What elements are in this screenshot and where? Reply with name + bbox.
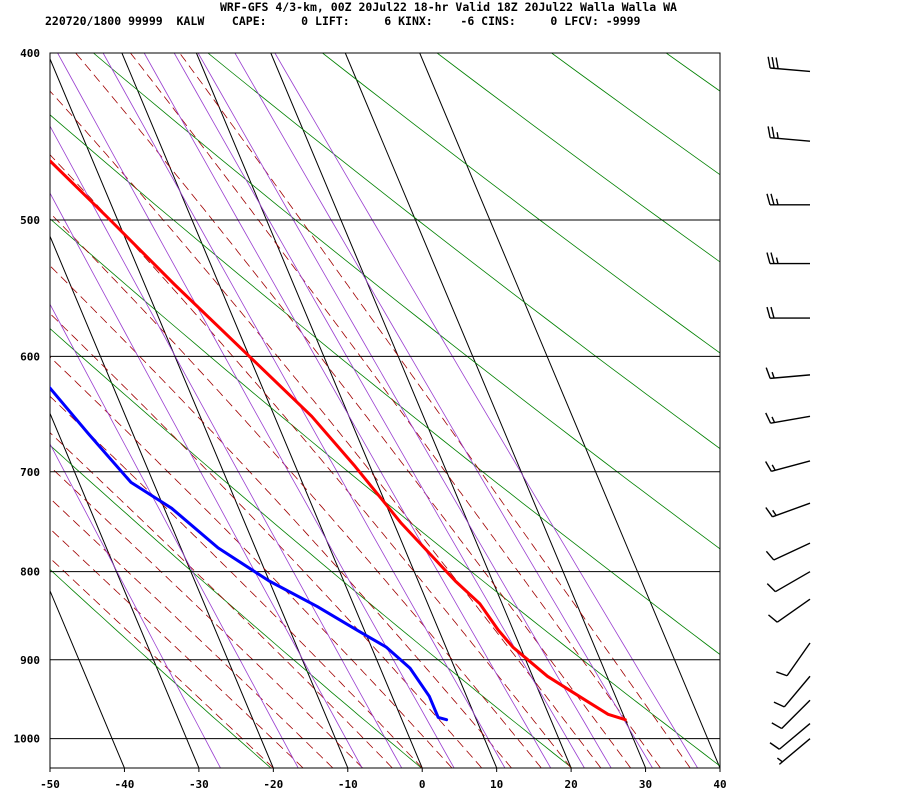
mixing-ratio-line	[50, 192, 363, 768]
x-tick-label: -10	[338, 778, 358, 791]
dry-adiabat-line	[50, 568, 272, 768]
moist-adiabat-line	[50, 90, 602, 768]
temperature-profile	[50, 158, 627, 722]
isotherm-line	[50, 235, 274, 768]
moist-adiabat-line	[50, 265, 512, 768]
wind-barb	[765, 502, 811, 518]
wind-barb	[766, 571, 811, 593]
moist-adiabat-line	[50, 528, 304, 768]
x-tick-label: -30	[189, 778, 209, 791]
isotherm-line	[50, 589, 125, 768]
wind-barbs	[765, 56, 811, 765]
moist-adiabat-line	[50, 432, 393, 768]
dry-adiabat-line	[551, 53, 720, 176]
y-tick-label: 800	[20, 566, 40, 579]
wind-barb	[769, 722, 811, 750]
moist-adiabat-line	[50, 395, 423, 768]
moist-adiabat-line	[179, 53, 691, 768]
mixing-ratio-line	[57, 53, 455, 768]
x-tick-label: 40	[713, 778, 726, 791]
plot-frame	[49, 52, 721, 769]
mixing-ratio-line	[50, 303, 299, 768]
wind-barb	[767, 56, 811, 73]
wind-barb	[765, 367, 811, 380]
moist-adiabat-line	[50, 557, 274, 768]
x-tick-label: 10	[490, 778, 503, 791]
moist-adiabat-line	[50, 356, 453, 768]
mixing-ratio-line	[234, 53, 653, 768]
wind-barb	[766, 306, 810, 319]
isotherm-line	[270, 53, 572, 768]
wind-barb	[765, 542, 811, 561]
dry-adiabat-line	[50, 218, 720, 767]
x-axis-ticks: -50 -40 -30 -20 -10 0 10 20 30 40	[40, 768, 727, 791]
dry-adiabat-line	[436, 53, 720, 263]
mixing-ratio-line	[197, 53, 612, 768]
y-tick-label: 400	[20, 47, 40, 60]
x-tick-label: -20	[263, 778, 283, 791]
moist-adiabat-line	[50, 154, 572, 768]
x-tick-label: -40	[115, 778, 135, 791]
x-tick-label: 20	[564, 778, 577, 791]
wind-barb	[776, 642, 811, 677]
isotherm-line	[50, 57, 349, 768]
x-tick-label: -50	[40, 778, 60, 791]
isotherm-line	[121, 53, 423, 768]
wind-barb	[773, 675, 811, 708]
dewpoint-profile	[50, 385, 449, 722]
mixing-ratio-line	[143, 53, 552, 768]
dry-adiabat-line	[322, 53, 720, 354]
wind-barb	[765, 460, 811, 473]
chart-title: WRF-GFS 4/3-km, 00Z 20Jul22 18-hr Valid …	[220, 0, 677, 14]
chart-background-lines	[50, 53, 720, 768]
wind-barb	[766, 252, 810, 265]
mixing-ratio-line	[274, 53, 698, 768]
isotherm-line	[344, 53, 647, 768]
wind-barb	[771, 699, 811, 730]
moist-adiabat-line	[50, 212, 542, 768]
dry-adiabat-line	[50, 444, 422, 768]
wind-barb	[776, 738, 811, 765]
x-tick-label: 0	[419, 778, 426, 791]
y-tick-label: 500	[20, 214, 40, 227]
dry-adiabat-line	[93, 53, 720, 550]
isotherm-line	[419, 53, 720, 768]
y-tick-label: 900	[20, 654, 40, 667]
mixing-ratio-line	[173, 53, 585, 768]
moist-adiabat-line	[50, 465, 363, 768]
isotherm-line	[195, 53, 498, 768]
mixing-ratio-line	[102, 53, 506, 768]
dry-adiabat-line	[207, 53, 720, 450]
moist-adiabat-line	[50, 497, 334, 768]
y-tick-label: 600	[20, 350, 40, 363]
mixing-ratio-line	[50, 443, 221, 768]
mixing-ratio-line	[50, 125, 403, 768]
station-indices-line: 220720/1800 99999 KALW CAPE: 0 LIFT: 6 K…	[45, 14, 641, 28]
sounding-profiles	[50, 158, 627, 722]
dry-adiabat-line	[50, 328, 573, 768]
y-tick-label: 700	[20, 466, 40, 479]
dry-adiabat-line	[665, 53, 720, 92]
wind-barb	[766, 193, 810, 206]
dry-adiabat-line	[50, 114, 720, 655]
isotherm-line	[50, 412, 200, 768]
y-axis-ticks: 400 500 600 700 800 900 1000	[14, 47, 41, 746]
wind-barb	[767, 126, 811, 142]
moist-adiabat-line	[130, 53, 661, 768]
x-tick-label: 30	[639, 778, 652, 791]
wind-barb	[765, 412, 811, 424]
y-tick-label: 1000	[14, 733, 41, 746]
wind-barb	[768, 598, 811, 623]
